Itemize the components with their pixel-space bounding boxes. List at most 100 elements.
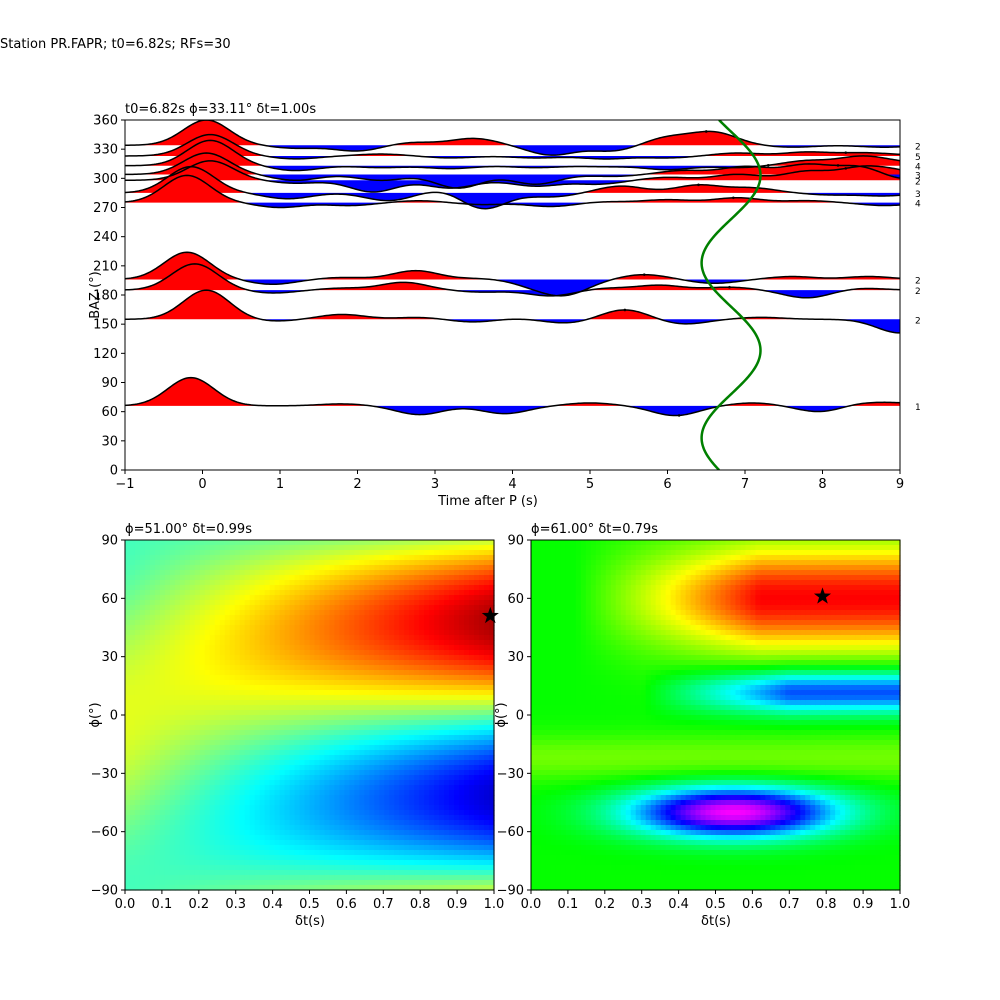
heatmap-cell: [239, 645, 246, 651]
heatmap-cell: [169, 625, 176, 631]
heatmap-cell: [464, 670, 470, 676]
heatmap-cell: [284, 725, 291, 731]
heatmap-cell: [259, 765, 266, 771]
heatmap-cell: [134, 675, 141, 681]
heatmap-cell: [419, 775, 425, 781]
heatmap-cell: [249, 550, 256, 556]
heatmap-cell: [464, 590, 470, 596]
heatmap-cell: [194, 865, 201, 871]
heatmap-cell: [334, 545, 341, 551]
heatmap-cell: [219, 850, 226, 856]
heatmap-cell: [219, 675, 226, 681]
heatmap-cell: [374, 580, 380, 586]
heatmap-cell: [199, 860, 206, 866]
heatmap-cell: [334, 750, 341, 756]
heatmap-cell: [399, 815, 405, 821]
heatmap-cell: [169, 740, 176, 746]
heatmap-cell: [134, 570, 141, 576]
heatmap-cell: [214, 765, 221, 771]
heatmap-cell: [164, 785, 171, 791]
heatmap-cell: [164, 790, 171, 796]
heatmap-cell: [189, 805, 196, 811]
heatmap-cell: [139, 830, 146, 836]
heatmap-cell: [454, 640, 460, 646]
heatmap-cell: [424, 615, 430, 621]
heatmap-cell: [219, 585, 226, 591]
trace-count-label: 4: [915, 163, 921, 173]
heatmap-cell: [429, 575, 435, 581]
heatmap-cell: [469, 635, 475, 641]
heatmap-cell: [299, 710, 306, 716]
heatmap-cell: [149, 850, 156, 856]
heatmap-cell: [239, 835, 246, 841]
heatmap-cell: [254, 710, 261, 716]
heatmap-cell: [354, 735, 360, 741]
heatmap-cell: [289, 865, 296, 871]
heatmap-cell: [284, 860, 291, 866]
heatmap-cell: [279, 730, 286, 736]
heatmap-cell: [259, 795, 266, 801]
heatmap-cell: [269, 720, 276, 726]
heatmap-cell: [229, 720, 236, 726]
heatmap-cell: [199, 585, 206, 591]
heatmap-cell: [189, 800, 196, 806]
heatmap-cell: [219, 690, 226, 696]
y-tick-label: 330: [93, 143, 118, 158]
heatmap-cell: [169, 770, 176, 776]
heatmap-cell: [224, 630, 231, 636]
heatmap-cell: [344, 605, 350, 611]
heatmap-cell: [289, 835, 296, 841]
heatmap-cell: [399, 670, 405, 676]
heatmap-cell: [259, 780, 266, 786]
heatmap-cell: [379, 610, 385, 616]
heatmap-cell: [444, 605, 450, 611]
heatmap-cell: [134, 710, 141, 716]
heatmap-cell: [129, 675, 136, 681]
heatmap-cell: [259, 680, 266, 686]
heatmap-cell: [389, 665, 395, 671]
heatmap-cell: [364, 820, 370, 826]
heatmap-cell: [219, 765, 226, 771]
heatmap-cell: [139, 820, 146, 826]
heatmap-cell: [279, 790, 286, 796]
heatmap-cell: [309, 785, 316, 791]
heatmap-cell: [309, 705, 316, 711]
heatmap-cell: [304, 865, 311, 871]
heatmap-cell: [224, 810, 231, 816]
heatmap-cell: [319, 725, 326, 731]
heatmap-cell: [364, 855, 370, 861]
heatmap-cell: [329, 670, 336, 676]
heatmap-cell: [309, 595, 316, 601]
heatmap-cell: [409, 610, 415, 616]
heatmap-cell: [204, 845, 211, 851]
heatmap-cell: [339, 670, 346, 676]
heatmap-cell: [444, 795, 450, 801]
heatmap-cell: [224, 695, 231, 701]
heatmap-cell: [189, 580, 196, 586]
heatmap-cell: [399, 760, 405, 766]
heatmap-cell: [129, 615, 136, 621]
heatmap-cell: [374, 845, 380, 851]
heatmap-cell: [139, 605, 146, 611]
heatmap-cell: [209, 690, 216, 696]
heatmap-cell: [134, 630, 141, 636]
heatmap-cell: [249, 675, 256, 681]
heatmap-cell: [139, 665, 146, 671]
heatmap-cell: [199, 845, 206, 851]
heatmap-cell: [424, 565, 430, 571]
heatmap-cell: [339, 545, 346, 551]
heatmap-cell: [319, 670, 326, 676]
heatmap-cell: [269, 540, 276, 546]
heatmap-cell: [134, 600, 141, 606]
heatmap-cell: [434, 635, 440, 641]
heatmap-cell: [184, 625, 191, 631]
heatmap-cell: [289, 845, 296, 851]
heatmap-cell: [329, 695, 336, 701]
heatmap-cell: [424, 710, 430, 716]
heatmap-cell: [339, 745, 346, 751]
heatmap-cell: [239, 810, 246, 816]
heatmap-cell: [314, 860, 321, 866]
heatmap-cell: [194, 750, 201, 756]
heatmap-cell: [189, 815, 196, 821]
heatmap-cell: [374, 775, 380, 781]
